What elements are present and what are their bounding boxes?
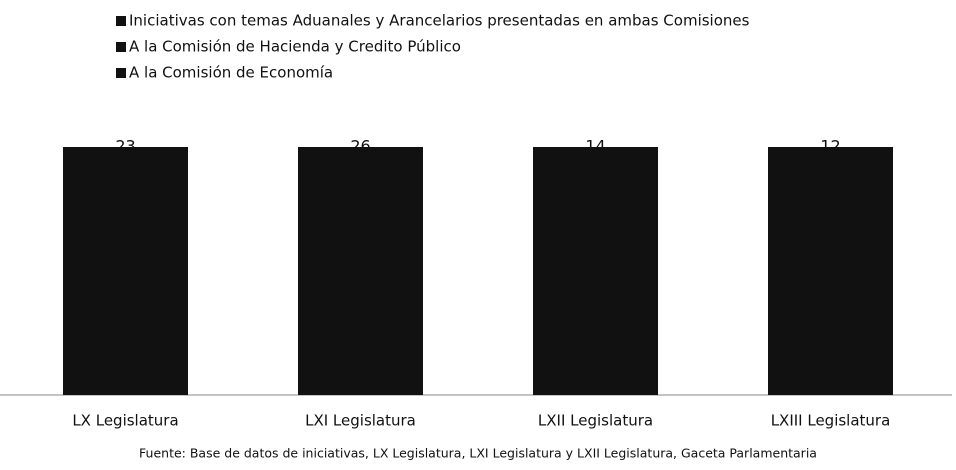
legend-label: A la Comisión de Economía <box>129 64 333 82</box>
data-label: 14 <box>585 137 605 156</box>
legend-label: A la Comisión de Hacienda y Credito Públ… <box>129 38 461 56</box>
x-tick-label: LXII Legislatura <box>538 412 653 430</box>
x-tick-label: LXIII Legislatura <box>771 412 891 430</box>
legend-swatch <box>116 68 126 78</box>
data-label: 23 <box>115 137 135 156</box>
legend-swatch <box>116 16 126 26</box>
bar-segment <box>768 147 893 395</box>
x-tick-label: LXI Legislatura <box>305 412 416 430</box>
bar-segment <box>533 147 658 395</box>
bar-segment <box>63 147 188 395</box>
data-label: 26 <box>350 137 370 156</box>
x-tick-label: LX Legislatura <box>72 412 178 430</box>
bar-segment <box>298 147 423 395</box>
legend-label: Iniciativas con temas Aduanales y Arance… <box>129 12 750 30</box>
legend-swatch <box>116 42 126 52</box>
data-label: 12 <box>820 137 840 156</box>
source-note: Fuente: Base de datos de iniciativas, LX… <box>139 446 817 461</box>
